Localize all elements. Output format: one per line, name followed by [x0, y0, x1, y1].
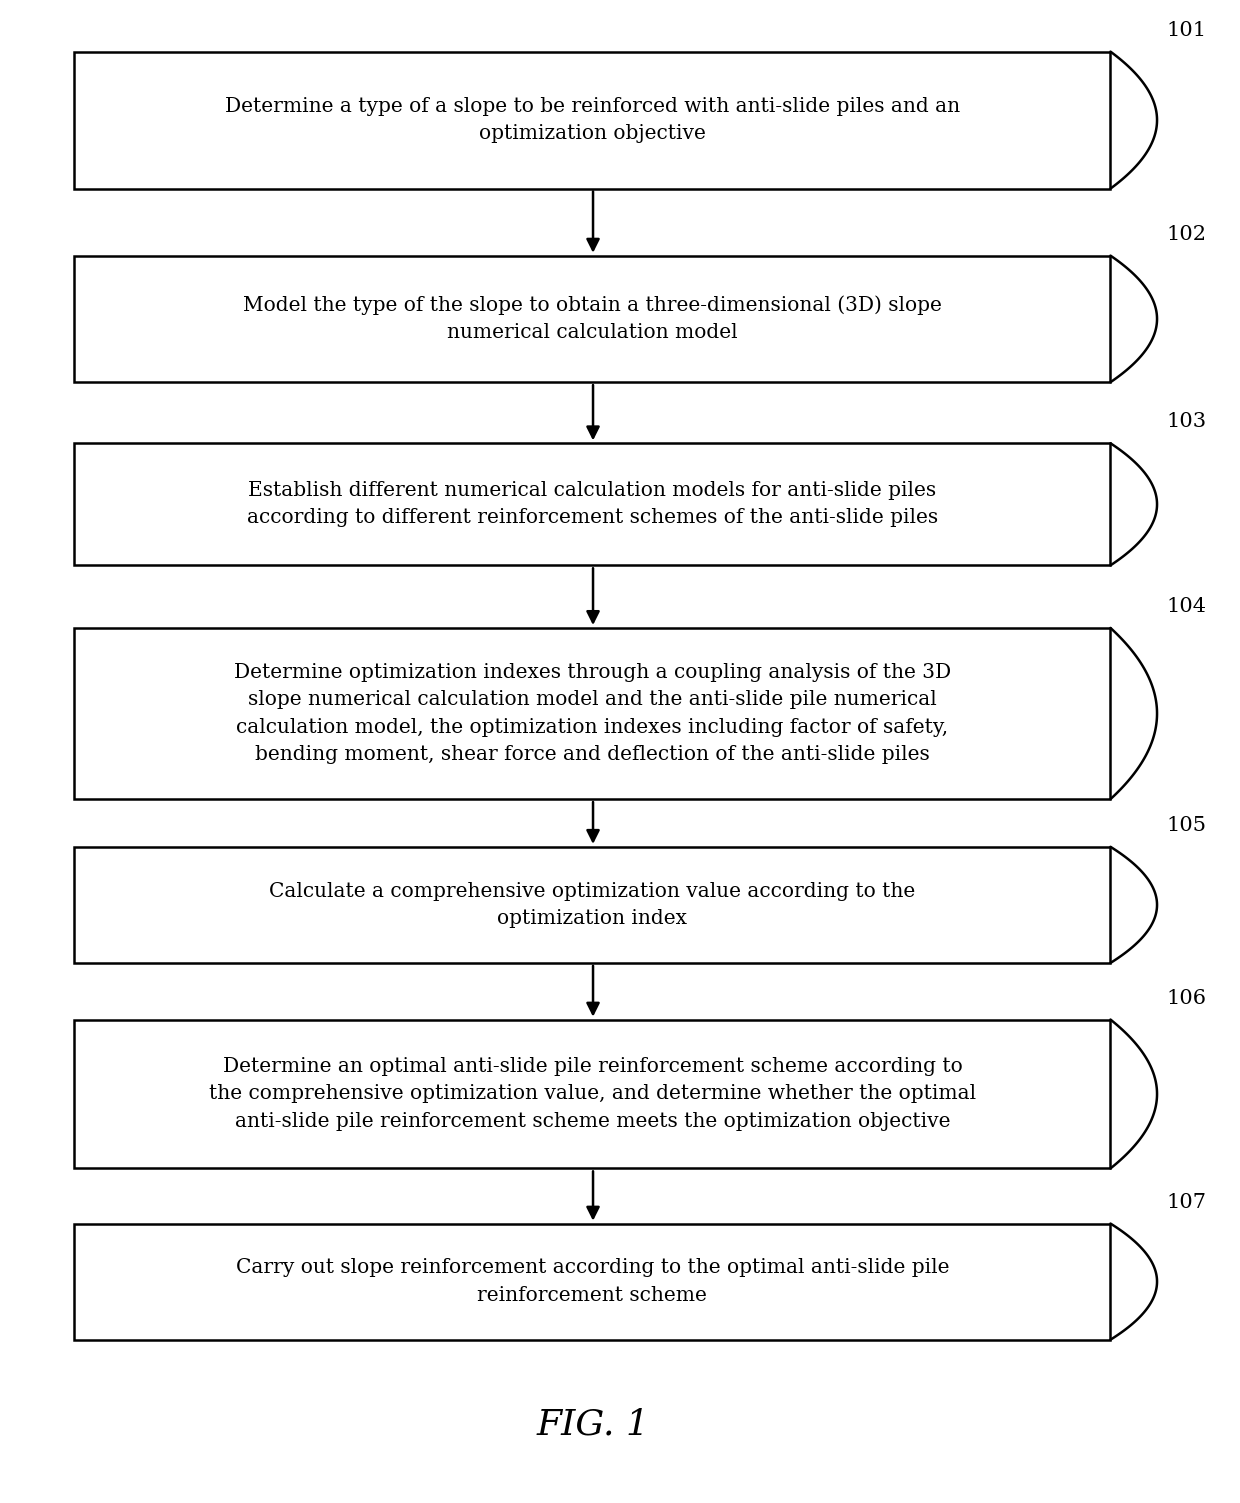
- Text: Determine a type of a slope to be reinforced with anti-slide piles and an
optimi: Determine a type of a slope to be reinfo…: [224, 98, 960, 143]
- Text: 105: 105: [1167, 816, 1207, 834]
- Text: FIG. 1: FIG. 1: [537, 1408, 650, 1441]
- FancyBboxPatch shape: [74, 1223, 1111, 1339]
- Text: 103: 103: [1167, 412, 1207, 431]
- Text: 102: 102: [1167, 225, 1207, 243]
- Text: 107: 107: [1167, 1193, 1207, 1211]
- Text: Carry out slope reinforcement according to the optimal anti-slide pile
reinforce: Carry out slope reinforcement according …: [236, 1258, 949, 1305]
- Text: Determine an optimal anti-slide pile reinforcement scheme according to
the compr: Determine an optimal anti-slide pile rei…: [208, 1057, 976, 1130]
- Text: 104: 104: [1167, 597, 1207, 616]
- FancyBboxPatch shape: [74, 256, 1111, 382]
- FancyBboxPatch shape: [74, 846, 1111, 963]
- FancyBboxPatch shape: [74, 1019, 1111, 1168]
- Text: Determine optimization indexes through a coupling analysis of the 3D
slope numer: Determine optimization indexes through a…: [234, 663, 951, 764]
- Text: Establish different numerical calculation models for anti-slide piles
according : Establish different numerical calculatio…: [247, 481, 937, 528]
- Text: 101: 101: [1167, 21, 1207, 39]
- FancyBboxPatch shape: [74, 443, 1111, 565]
- Text: 106: 106: [1167, 989, 1207, 1007]
- FancyBboxPatch shape: [74, 628, 1111, 800]
- FancyBboxPatch shape: [74, 51, 1111, 188]
- Text: Model the type of the slope to obtain a three-dimensional (3D) slope
numerical c: Model the type of the slope to obtain a …: [243, 296, 942, 343]
- Text: Calculate a comprehensive optimization value according to the
optimization index: Calculate a comprehensive optimization v…: [269, 882, 915, 927]
